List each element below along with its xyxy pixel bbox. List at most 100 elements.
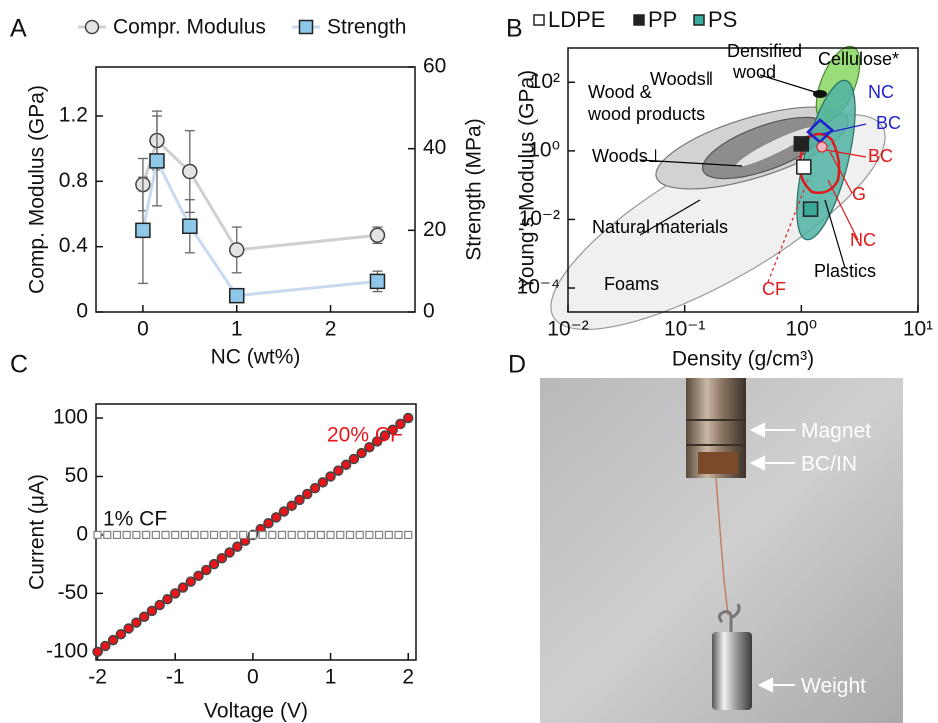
photo-panel: Magnet BC/IN Weight D [508,351,903,723]
marker [277,530,287,540]
marker [171,530,180,540]
x-axis-label: Voltage (V) [204,700,308,723]
marker [294,494,305,506]
marker [149,153,165,169]
marker [103,530,112,540]
legend-marker [298,19,314,35]
y-tick-label: 0.8 [59,169,88,192]
plot-frame [95,66,416,313]
marker [268,530,277,540]
annotation: Plastics [814,261,876,281]
marker [193,570,204,582]
y-axis-label: Comp. Modulus (GPa) [26,85,49,294]
annotation: BC [868,146,893,166]
marker [162,593,173,605]
arrow-head [749,455,765,471]
leader-line [639,159,743,167]
marker [316,530,325,540]
series-label: 20% CF [327,424,403,447]
leader-line [824,199,846,269]
series-label: 1% CF [103,508,167,531]
panel-label: A [10,15,27,43]
marker [355,530,364,540]
photo-label: Weight [801,675,866,698]
x-tick-label: 2 [325,318,337,341]
leader-line [825,149,867,158]
marker [146,605,158,617]
marker [151,530,160,540]
marker [208,558,220,570]
marker [364,442,375,453]
annotation: wood products [587,104,705,124]
legend-label: PP [648,7,677,32]
marker [793,136,810,152]
annotation: wood [732,62,776,82]
marker [375,530,384,540]
marker [132,530,141,540]
legend-label: Strength [327,16,406,39]
y-tick-label: 0.4 [59,234,89,257]
annotation: NC [868,82,894,102]
y2-tick-label: 60 [423,55,446,78]
arrows [749,422,795,693]
marker [161,530,170,540]
leader-line [821,123,867,135]
y-tick-label: 0 [76,300,88,323]
y-tick-label: 50 [65,464,88,487]
region [813,90,827,98]
annotation: BC [876,113,901,133]
marker [200,530,209,540]
hook [717,603,741,632]
annotation: Cellulose* [818,49,899,69]
annotation: Natural materials [592,217,728,237]
marker [169,588,181,599]
marker [326,530,335,540]
y-tick-label: -50 [58,581,88,604]
marker [317,477,329,488]
marker [384,530,393,540]
panel-label: B [506,15,523,43]
marker [185,576,197,587]
y-tick-label: 10² [530,70,560,93]
marker [122,530,131,540]
marker [248,530,257,540]
marker [297,530,306,540]
x-tick-label: 2 [402,666,414,689]
marker [278,506,290,517]
marker [182,218,198,234]
marker [182,163,198,180]
marker [180,530,190,540]
arrow-head [749,422,765,438]
y2-tick-label: 40 [423,136,446,159]
marker [402,412,414,424]
x-axis-label: Density (g/cm³) [672,348,814,371]
y-axis-label: Young's Modulus (GPa) [516,70,539,290]
marker [270,512,282,523]
y2-tick-label: 0 [423,300,435,323]
marker [112,530,122,540]
annotation: G [852,184,866,204]
marker [404,530,413,540]
x-tick-label: 10⁰ [785,318,817,341]
photo-label: Magnet [801,420,871,443]
y-tick-label: 1.2 [59,104,88,127]
annotation: Woods‖ [650,69,713,89]
x-tick-label: 0 [137,318,149,341]
panel-label: D [508,351,526,379]
x-tick-label: 1 [325,666,337,689]
x-axis-label: NC (wt%) [211,346,301,369]
y2-tick-label: 20 [423,218,446,241]
annotation: NC [850,230,876,250]
legend-marker [533,14,545,26]
y-tick-label: -100 [46,639,88,662]
marker [123,623,134,634]
marker [209,530,219,540]
marker [345,530,355,540]
marker [228,242,245,258]
x-tick-label: 10⁻¹ [664,318,705,341]
y-tick-label: 0 [76,522,88,545]
y-tick-label: 10⁻² [519,207,560,230]
x-tick-label: 10⁻² [547,318,588,341]
marker [287,530,296,540]
marker [340,459,352,471]
